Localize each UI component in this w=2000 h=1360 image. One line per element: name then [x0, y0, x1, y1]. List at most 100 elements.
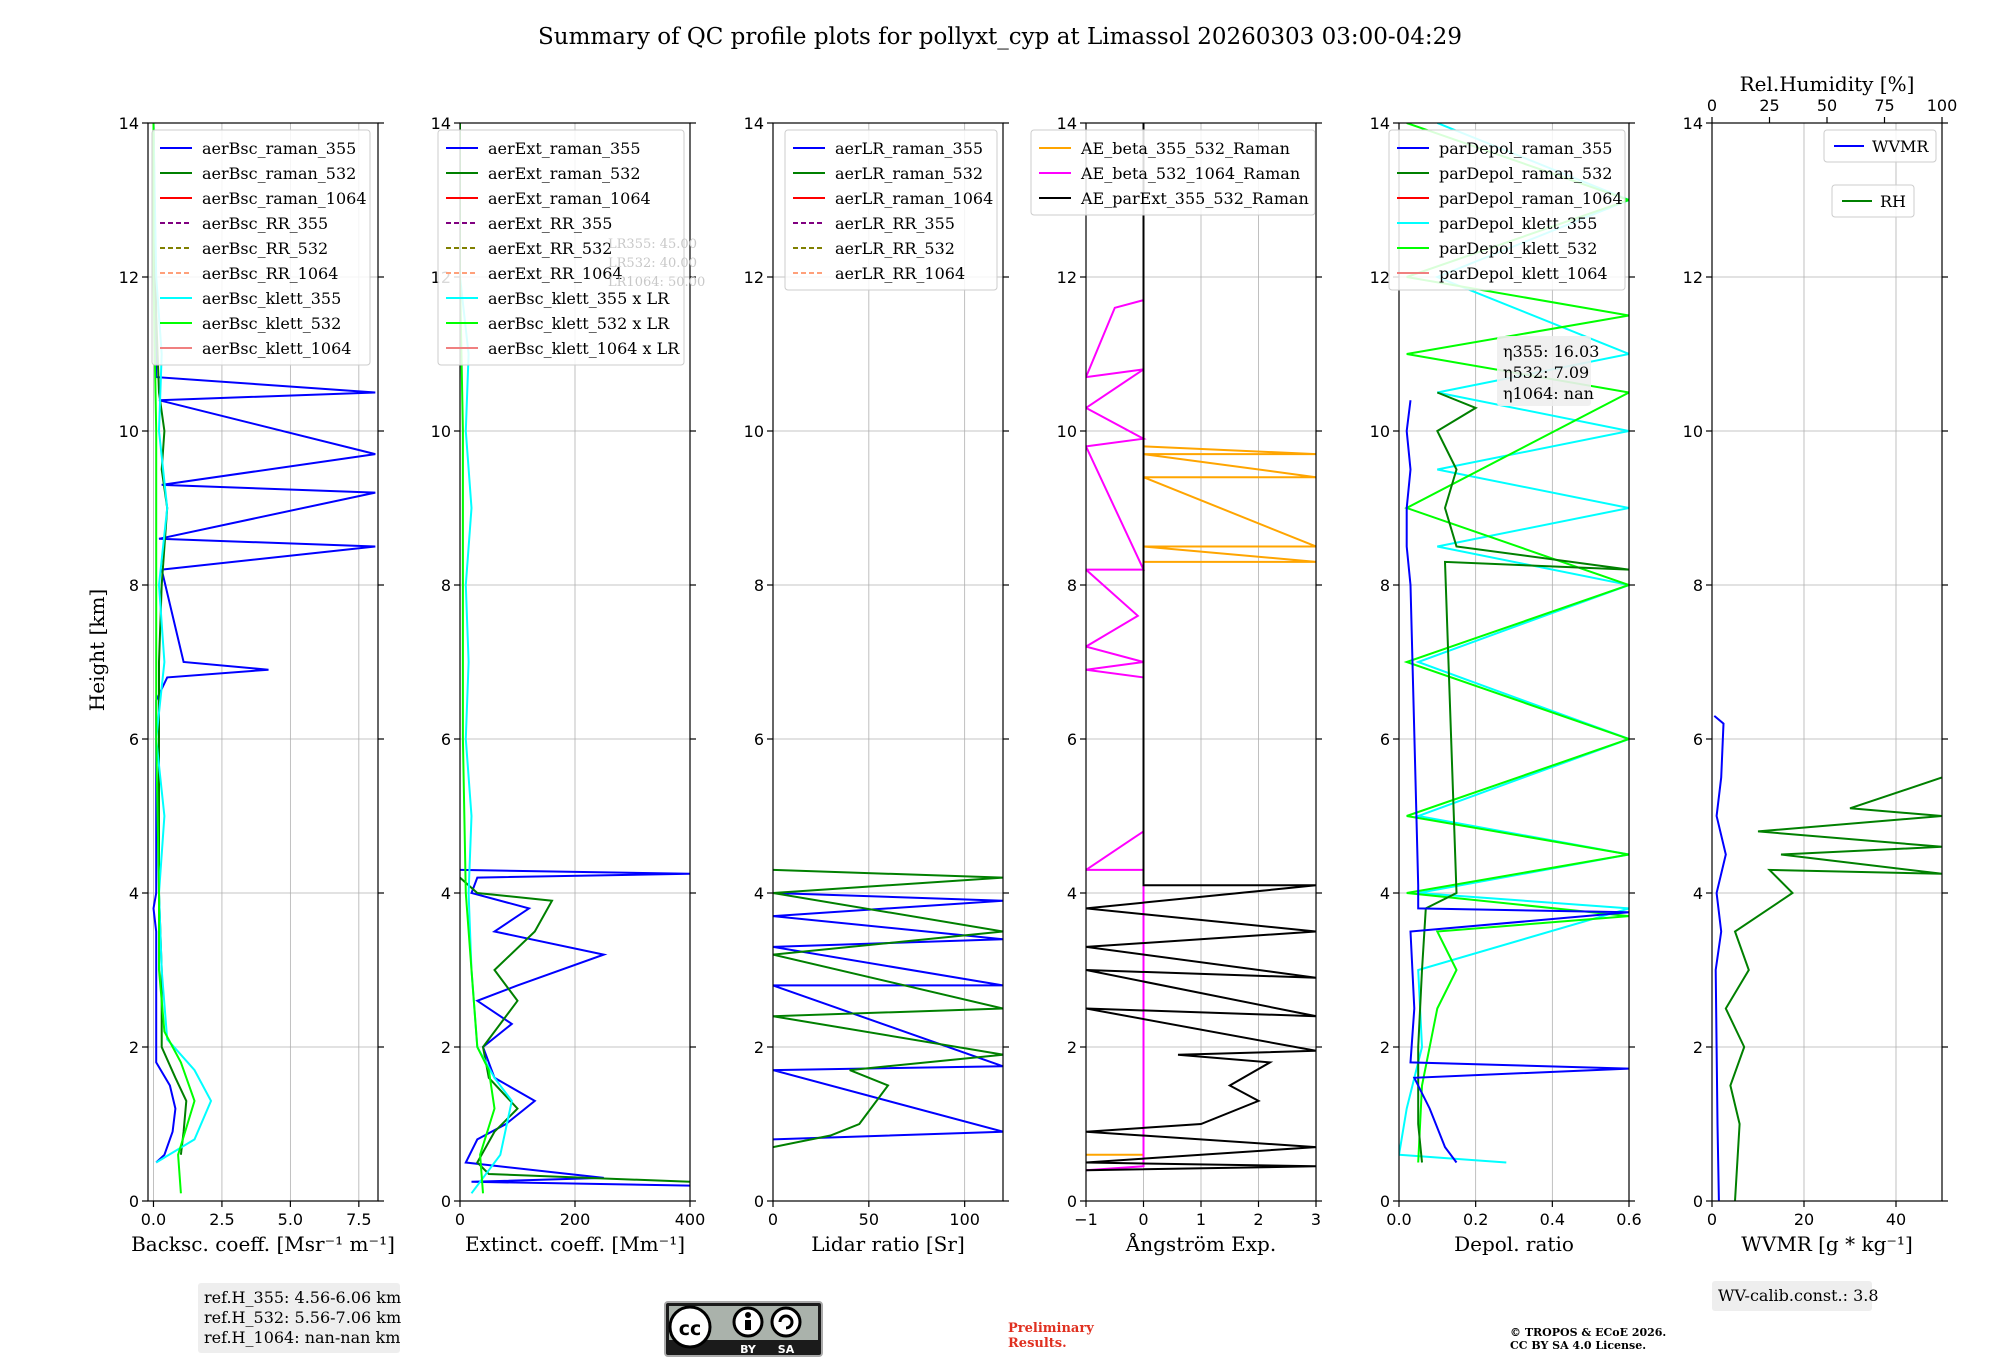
- legend-entry: parDepol_klett_532: [1439, 239, 1597, 258]
- series-parDepol_raman_355: [1405, 400, 1629, 1164]
- legend-entry: aerLR_RR_355: [835, 214, 955, 233]
- legend-box: [784, 129, 998, 291]
- cc-icon: [668, 1305, 712, 1349]
- ytick-label: 4: [441, 884, 451, 903]
- xtick-label: 3: [1311, 1210, 1321, 1229]
- xtick-label: 0.0: [141, 1210, 166, 1229]
- legend-box: [1823, 129, 1937, 163]
- ytick-label: 12: [744, 268, 764, 287]
- ytick-label: 8: [1693, 576, 1703, 595]
- legend-entry: aerLR_raman_355: [835, 139, 983, 158]
- ytick-label: 2: [1067, 1038, 1077, 1057]
- ytick-label: 4: [1067, 884, 1077, 903]
- legend-entry: aerBsc_raman_355: [202, 139, 356, 158]
- legend-entry: aerBsc_klett_1064: [202, 339, 351, 358]
- legend-entry: aerBsc_raman_1064: [202, 189, 367, 208]
- xtick-label: 400: [675, 1210, 706, 1229]
- ytick-label: 0: [441, 1192, 451, 1211]
- wvmr-frame: [1711, 122, 1943, 1202]
- series-aerBsc_raman_532: [152, 123, 188, 1155]
- ytick-label: 0: [1693, 1192, 1703, 1211]
- ytick-label: 4: [754, 884, 764, 903]
- legend-entry: AE_beta_532_1064_Raman: [1080, 164, 1300, 183]
- legend-box: [1030, 129, 1316, 216]
- y-axis-label: Height [km]: [85, 589, 109, 711]
- legend-box: [151, 129, 371, 366]
- ytick-label: 8: [1067, 576, 1077, 595]
- eta-box: [1497, 336, 1591, 406]
- top-xtick-label: 0: [1707, 96, 1717, 115]
- ytick-label: 8: [1380, 576, 1390, 595]
- legend-entry: aerBsc_RR_355: [202, 214, 328, 233]
- series-WVMR: [1713, 715, 1727, 1201]
- series-aerBsc_klett_355 x LR: [460, 123, 513, 1194]
- info-line: WV-calib.const.: 3.8: [1718, 1286, 1879, 1305]
- legend-entry: parDepol_raman_532: [1439, 164, 1612, 183]
- top-axis-label: Rel.Humidity [%]: [1740, 72, 1915, 96]
- ytick-label: 14: [1683, 114, 1703, 133]
- ytick-label: 10: [431, 422, 451, 441]
- series-aerLR_raman_532: [773, 868, 1003, 1149]
- legend-entry: RH: [1880, 192, 1906, 211]
- ytick-label: 4: [1693, 884, 1703, 903]
- cc-sa-label: SA: [778, 1343, 795, 1356]
- legend-entry: aerBsc_klett_355: [202, 289, 341, 308]
- info-line: ref.H_1064: nan-nan km: [204, 1328, 400, 1347]
- ytick-label: 0: [754, 1192, 764, 1211]
- extinction-legend: aerExt_raman_355 aerExt_raman_532 aerExt_r…: [437, 129, 685, 366]
- share-alike-icon: [770, 1306, 802, 1338]
- xtick-label: 2: [1253, 1210, 1263, 1229]
- xtick-label: 0.0: [1386, 1210, 1411, 1229]
- series-AE_beta_532_1064_Raman: [1086, 299, 1147, 1172]
- copyright-line-2: CC BY SA 4.0 License.: [1510, 1339, 1646, 1352]
- ytick-label: 6: [441, 730, 451, 749]
- ytick-label: 2: [1693, 1038, 1703, 1057]
- legend-entry: aerExt_RR_532: [488, 239, 612, 258]
- xtick-label: 2.5: [209, 1210, 234, 1229]
- ytick-label: 6: [1693, 730, 1703, 749]
- xtick-label: 5.0: [278, 1210, 303, 1229]
- eta-note: η1064: nan: [1503, 384, 1594, 403]
- legend-entry: aerLR_RR_532: [835, 239, 955, 258]
- series-aerBsc_klett_355: [152, 123, 213, 1164]
- xtick-label: 200: [560, 1210, 591, 1229]
- eta-note: η355: 16.03: [1503, 342, 1599, 361]
- legend-entry: AE_beta_355_532_Raman: [1080, 139, 1290, 158]
- xtick-label: 0.6: [1616, 1210, 1641, 1229]
- series-aerLR_raman_355: [773, 892, 1003, 1141]
- panel-depol: 0 2 4 6 8 10 12 14 0.0 0.2 0.4 0.6 Depol. ratio parDe…: [1370, 114, 1642, 1256]
- ytick-label: 10: [119, 422, 139, 441]
- angstrom-grid: [1085, 122, 1317, 1202]
- ytick-label: 0: [1067, 1192, 1077, 1211]
- ytick-label: 4: [129, 884, 139, 903]
- legend-entry: aerLR_RR_1064: [835, 264, 965, 283]
- xlabel-lidar_ratio: Lidar ratio [Sr]: [811, 1232, 965, 1256]
- ytick-label: 6: [129, 730, 139, 749]
- ytick-label: 2: [129, 1038, 139, 1057]
- xtick-label: 0: [1707, 1210, 1717, 1229]
- series-parDepol_raman_532: [1417, 391, 1629, 1163]
- legend-entry: aerExt_RR_355: [488, 214, 612, 233]
- ytick-label: 12: [1370, 268, 1390, 287]
- legend-entry: aerExt_raman_1064: [488, 189, 651, 208]
- legend-entry: aerExt_RR_1064: [488, 264, 623, 283]
- ytick-label: 4: [1380, 884, 1390, 903]
- preliminary-line-2: Results.: [1008, 1336, 1067, 1351]
- legend-entry: aerExt_raman_532: [488, 164, 641, 183]
- cc-by-label: BY: [740, 1343, 757, 1356]
- legend-entry: aerExt_raman_355: [488, 139, 641, 158]
- backscatter-legend: aerBsc_raman_355 aerBsc_raman_532 aerBsc_r…: [151, 129, 371, 366]
- series-RH: [1724, 776, 1942, 1201]
- legend-entry: aerBsc_raman_532: [202, 164, 356, 183]
- top-xtick-label: 50: [1817, 96, 1837, 115]
- panel-lidar_ratio: 0 2 4 6 8 10 12 14 0 50 100 Lidar ratio [Sr] aerLR_r…: [744, 114, 1009, 1256]
- ytick-label: 0: [129, 1192, 139, 1211]
- series-aerBsc_raman_355: [152, 123, 376, 1164]
- lidar_ratio-legend: aerLR_raman_355 aerLR_raman_532 aerLR_rama…: [784, 129, 998, 291]
- legend-entry: parDepol_raman_355: [1439, 139, 1612, 158]
- xlabel-depol: Depol. ratio: [1454, 1232, 1574, 1256]
- ytick-label: 2: [754, 1038, 764, 1057]
- ytick-label: 12: [119, 268, 139, 287]
- legend-entry: aerBsc_klett_1064 x LR: [488, 339, 680, 358]
- info-box: [1712, 1281, 1872, 1311]
